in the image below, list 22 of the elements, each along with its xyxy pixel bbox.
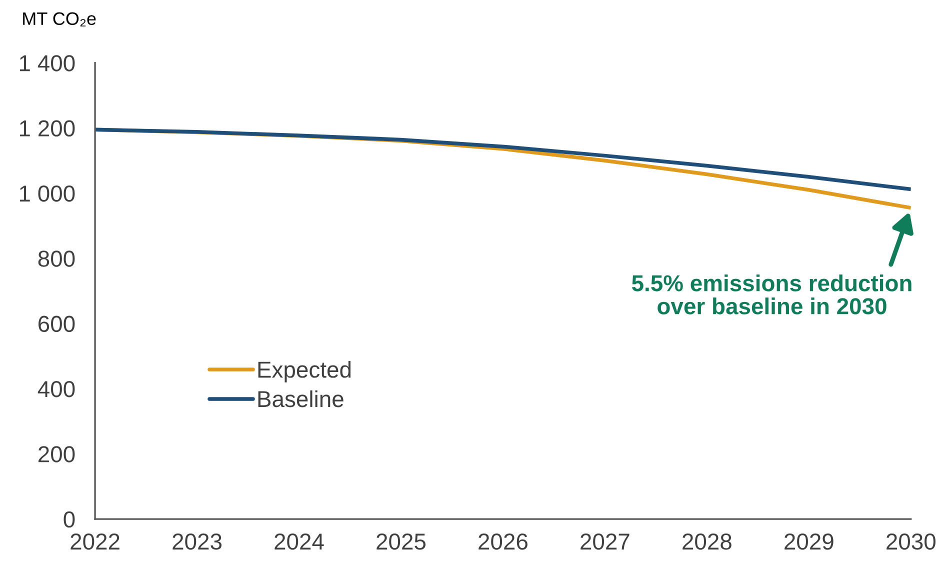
x-tick-label: 2026 [478,534,528,550]
y-tick-label: 1 400 [20,55,75,72]
y-tick-label: 1 200 [20,120,75,137]
x-tick-label: 2022 [70,534,120,550]
legend-label: Baseline [258,390,344,408]
y-tick-label: 200 [38,446,75,462]
y-tick-label: 400 [38,380,75,398]
y-tick-label: 800 [38,250,75,267]
y-tick-label: 600 [38,316,75,332]
y-axis-title: MT CO₂e [23,12,96,26]
y-tick-label: 1 000 [20,185,75,202]
line-series [95,128,911,192]
x-tick-label: 2027 [580,534,630,550]
annotation: 5.5% emissions reduction over baseline in 2030 [632,274,912,314]
x-tick-label: 2024 [274,534,324,550]
x-tick-label: 2028 [682,534,732,550]
x-tick-label: 2023 [172,534,222,550]
x-tick-label: 2025 [376,534,426,550]
y-tick-label: 0 [64,511,75,528]
x-tick-label: 2030 [886,534,936,550]
legend-label: Expected [258,360,351,382]
x-tick-label: 2029 [784,534,834,550]
